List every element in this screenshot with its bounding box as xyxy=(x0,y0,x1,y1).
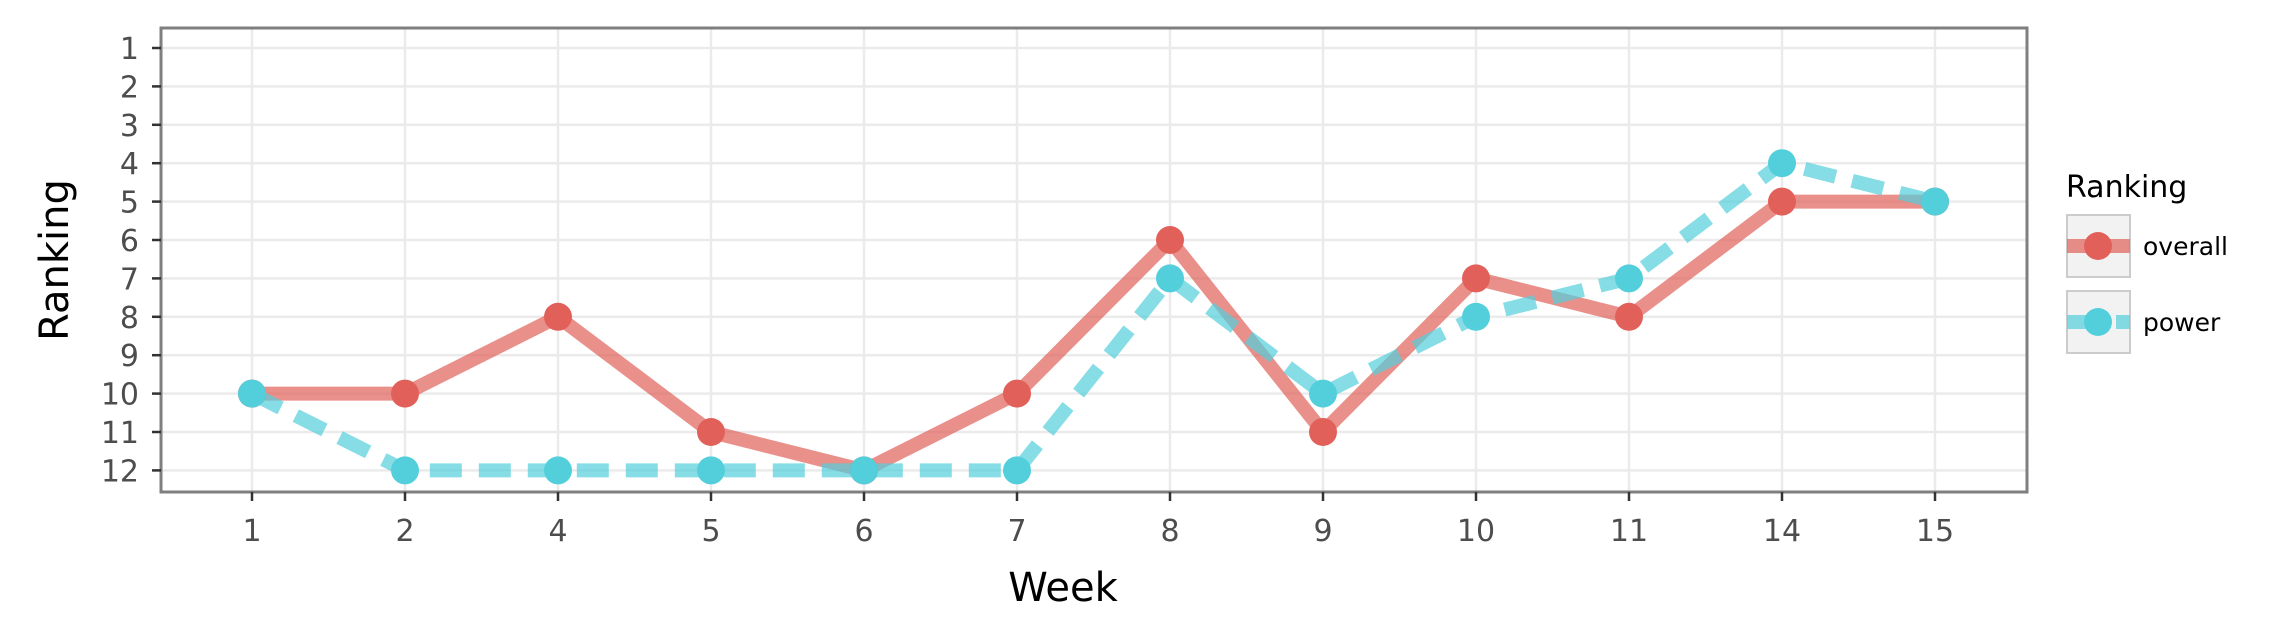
x-tick-label: 6 xyxy=(854,514,873,549)
x-tick-label: 2 xyxy=(395,514,414,549)
legend-key-point xyxy=(2084,232,2112,260)
x-tick-label: 4 xyxy=(548,514,567,549)
series-layer xyxy=(238,149,1949,485)
data-point-power xyxy=(1156,264,1184,293)
data-point-power xyxy=(544,456,572,485)
data-point-overall xyxy=(697,418,725,446)
x-gridlines xyxy=(250,28,1937,492)
legend-key-point xyxy=(2084,308,2112,336)
x-tick-label: 1 xyxy=(242,514,261,549)
data-point-overall xyxy=(1003,379,1031,408)
x-tick-label: 11 xyxy=(1610,514,1648,549)
y-tick-label: 7 xyxy=(120,262,139,297)
x-tick-label: 8 xyxy=(1160,514,1179,549)
legend-item-power: power xyxy=(2066,290,2221,354)
y-tick-label: 2 xyxy=(120,70,139,105)
y-tick-label: 6 xyxy=(120,224,139,259)
series-line-power xyxy=(248,156,1937,478)
y-gridlines xyxy=(161,46,2027,472)
data-point-overall xyxy=(544,302,572,331)
data-point-overall xyxy=(1768,187,1796,216)
data-point-power xyxy=(1615,264,1643,293)
data-point-power xyxy=(850,456,878,485)
series-line-overall xyxy=(252,194,1935,478)
y-tick-label: 1 xyxy=(120,32,139,67)
y-tick-label: 5 xyxy=(120,186,139,221)
y-tick-label: 11 xyxy=(101,416,139,451)
x-tick-label: 15 xyxy=(1916,514,1954,549)
data-point-power xyxy=(1309,379,1337,408)
y-tick-label: 9 xyxy=(120,339,139,374)
data-point-power xyxy=(697,456,725,485)
data-point-overall xyxy=(1309,418,1337,446)
y-tick-label: 10 xyxy=(101,378,139,413)
data-point-power xyxy=(391,456,419,485)
data-point-power xyxy=(238,379,266,408)
legend-item-overall: overall xyxy=(2066,214,2228,278)
x-tick-label: 14 xyxy=(1763,514,1801,549)
data-point-power xyxy=(1921,187,1949,216)
y-tick-label: 12 xyxy=(101,454,139,489)
data-point-overall xyxy=(391,379,419,408)
plot-panel xyxy=(161,28,2027,492)
data-point-overall xyxy=(1615,302,1643,331)
x-tick-label: 9 xyxy=(1313,514,1332,549)
x-axis: 1 2 4 5 6 7 8 9 10 11 14 15 xyxy=(242,492,1954,549)
legend: Ranking overall power xyxy=(2066,170,2228,354)
x-tick-label: 7 xyxy=(1007,514,1026,549)
y-axis-title: Ranking xyxy=(32,179,78,341)
plot-border xyxy=(159,26,2029,494)
data-point-power xyxy=(1003,456,1031,485)
x-axis-title: Week xyxy=(1008,565,1118,611)
x-tick-label: 10 xyxy=(1457,514,1495,549)
legend-label: overall xyxy=(2143,232,2228,261)
x-tick-label: 5 xyxy=(701,514,720,549)
data-point-overall xyxy=(1462,264,1490,293)
legend-label: power xyxy=(2143,308,2221,337)
y-tick-label: 4 xyxy=(120,147,139,182)
legend-title: Ranking xyxy=(2066,170,2187,205)
y-tick-label: 3 xyxy=(120,109,139,144)
y-tick-label: 8 xyxy=(120,301,139,336)
data-point-power xyxy=(1768,149,1796,178)
data-point-power xyxy=(1462,302,1490,331)
data-point-overall xyxy=(1156,226,1184,254)
